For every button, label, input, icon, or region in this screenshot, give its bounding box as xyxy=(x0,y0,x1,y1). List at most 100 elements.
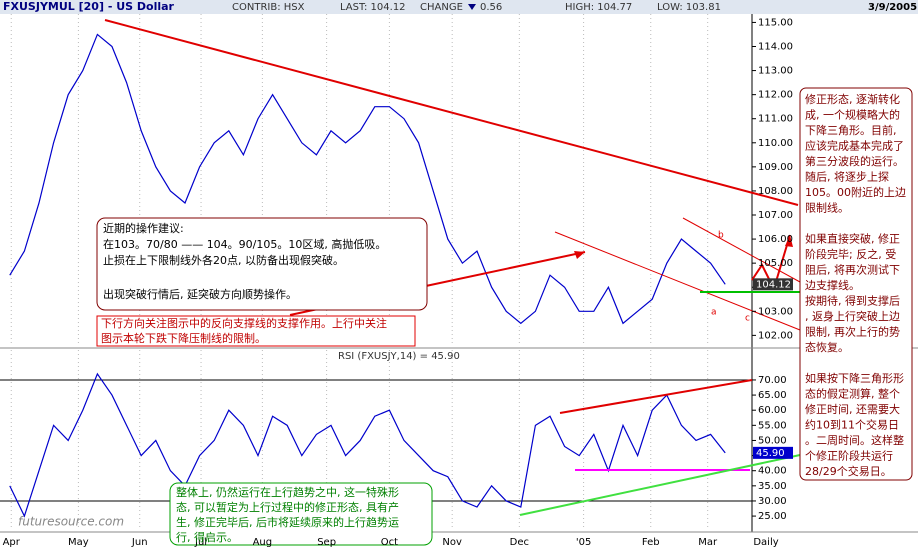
note-line: 态的假定测算, 整个 xyxy=(805,387,900,401)
note-line: 生, 修正完毕后, 后市将延续原来的上行趋势运 xyxy=(176,515,399,529)
note-line: 限制, 再次上行的势 xyxy=(805,325,900,339)
note-line: 阻后, 将再次测试下 xyxy=(805,263,900,277)
x-tick-label: Feb xyxy=(642,537,660,548)
annotation: c xyxy=(745,314,750,324)
arrow xyxy=(574,251,585,259)
note-line: 出现突破行情后, 延突破方向顺势操作。 xyxy=(103,287,297,301)
note-line: 如果按下降三角形形 xyxy=(805,371,904,385)
note-line: 在103。70/80 —— 104。90/105。10区域, 高抛低吸。 xyxy=(103,237,386,251)
rsi-resistance xyxy=(559,379,753,414)
last-box xyxy=(753,446,793,459)
advice-box xyxy=(96,217,428,311)
y-tick-label: 105.00 xyxy=(758,258,793,269)
x-tick-label: '05 xyxy=(576,537,591,548)
x-tick-label: Nov xyxy=(442,537,462,548)
low: LOW: 103.81 xyxy=(657,2,721,13)
y-tick-label: 110.00 xyxy=(758,138,793,149)
rsi-support xyxy=(519,454,801,516)
note-line: 限制线。 xyxy=(805,201,849,215)
note-line: 止损在上下限制线外各20点, 以防备出现假突破。 xyxy=(103,253,344,267)
note-line: 下行方向关注图示中的反向支撑线的支撑作用。上行中关注 xyxy=(101,316,387,330)
y-tick-label: 112.00 xyxy=(758,90,793,101)
symbol: FXUSJYMUL [20] - US Dollar xyxy=(3,0,175,13)
x-tick-label: Dec xyxy=(510,537,529,548)
change-value: 0.56 xyxy=(480,2,502,13)
last-label: 104.12 xyxy=(756,279,791,290)
annotation: b xyxy=(718,231,724,241)
note-line: 态恢复。 xyxy=(805,340,849,354)
series-line xyxy=(9,33,726,325)
channel-line xyxy=(554,231,801,331)
note-line: 105。00附近的上边 xyxy=(805,185,906,199)
y-tick-label: 35.00 xyxy=(758,481,787,492)
x-tick-label: Apr xyxy=(3,537,21,548)
x-tick-label: Aug xyxy=(253,537,273,548)
note-line: 随后, 将逐步上探 xyxy=(805,170,889,184)
resistance-line xyxy=(104,19,799,206)
y-tick-label: 65.00 xyxy=(758,390,787,401)
y-tick-label: 108.00 xyxy=(758,186,793,197)
last-label: 45.90 xyxy=(756,448,785,459)
change: CHANGE xyxy=(420,2,463,13)
y-tick-label: 60.00 xyxy=(758,405,787,416)
note-line: 应该完成基本完成了 xyxy=(805,139,904,153)
note-line: 近期的操作建议: xyxy=(103,221,184,235)
note-line: 按期待, 得到支撑后 xyxy=(805,294,900,308)
note-line: 修正时间, 还需要大 xyxy=(805,402,900,416)
last: LAST: 104.12 xyxy=(340,2,406,13)
note-line: 图示本轮下跌下降压制线的限制。 xyxy=(101,331,266,345)
contrib: CONTRIB: HSX xyxy=(232,2,305,13)
down-arrow xyxy=(468,4,476,10)
note-line: 如果直接突破, 修正 xyxy=(805,232,900,246)
support-box xyxy=(96,315,416,347)
y-tick-label: 102.00 xyxy=(758,330,793,341)
x-tick-label: Jul xyxy=(194,537,207,548)
x-tick-label: Sep xyxy=(317,537,336,548)
note-line: 约10到11个交易日 xyxy=(805,418,899,432)
note-line: 下降三角形。目前, xyxy=(805,123,897,137)
note-line: 行, 得启示。 xyxy=(176,531,238,544)
channel-line xyxy=(682,217,801,283)
header-bar xyxy=(0,0,918,14)
y-tick-label: 106.00 xyxy=(758,234,793,245)
y-tick-label: 40.00 xyxy=(758,466,787,477)
note-line: 整体上, 仍然运行在上行趋势之中, 这一特殊形 xyxy=(176,485,399,499)
watermark: futuresource.com xyxy=(18,515,124,529)
last-box xyxy=(753,278,793,291)
note-line: 边支撑线。 xyxy=(805,278,860,292)
note-line: 第三分波段的运行。 xyxy=(805,154,904,168)
x-tick-label: May xyxy=(68,537,89,548)
arrow xyxy=(785,235,793,247)
y-tick-label: 30.00 xyxy=(758,496,787,507)
note-line: 阶段完毕; 反之, 受 xyxy=(805,247,896,261)
x-label: Daily xyxy=(753,537,778,548)
x-tick-label: Jun xyxy=(131,537,148,548)
date: 3/9/2005 xyxy=(868,2,917,13)
side-box xyxy=(799,87,913,481)
annotation: a xyxy=(711,308,717,318)
note-line: 态, 可以暂定为上行过程中的修正形态, 具有产 xyxy=(176,500,399,514)
y-tick-label: 50.00 xyxy=(758,435,787,446)
note-line: 成, 一个规模略大的 xyxy=(805,108,900,122)
note-line: 。二周时间。这样整 xyxy=(805,433,904,447)
y-tick-label: 114.00 xyxy=(758,41,793,52)
y-tick-label: 25.00 xyxy=(758,511,787,522)
y-tick-label: 103.00 xyxy=(758,306,793,317)
note-line: 28/29个交易日。 xyxy=(805,464,892,478)
note-line: 个修正阶段共运行 xyxy=(805,449,893,463)
x-tick-label: Mar xyxy=(698,537,718,548)
y-tick-label: 113.00 xyxy=(758,66,793,77)
y-tick-label: 107.00 xyxy=(758,210,793,221)
y-tick-label: 115.00 xyxy=(758,17,793,28)
note-line: 修正形态, 逐渐转化 xyxy=(805,92,900,106)
trend-box xyxy=(169,482,433,546)
y-tick-label: 111.00 xyxy=(758,114,793,125)
series-line xyxy=(9,372,726,518)
note-line: , 返身上行突破上边 xyxy=(805,309,900,323)
y-tick-label: 109.00 xyxy=(758,162,793,173)
y-tick-label: 55.00 xyxy=(758,420,787,431)
x-tick-label: Oct xyxy=(381,537,398,548)
panel-title: RSI (FXUSJY,14) = 45.90 xyxy=(338,351,460,362)
y-tick-label: 70.00 xyxy=(758,375,787,386)
